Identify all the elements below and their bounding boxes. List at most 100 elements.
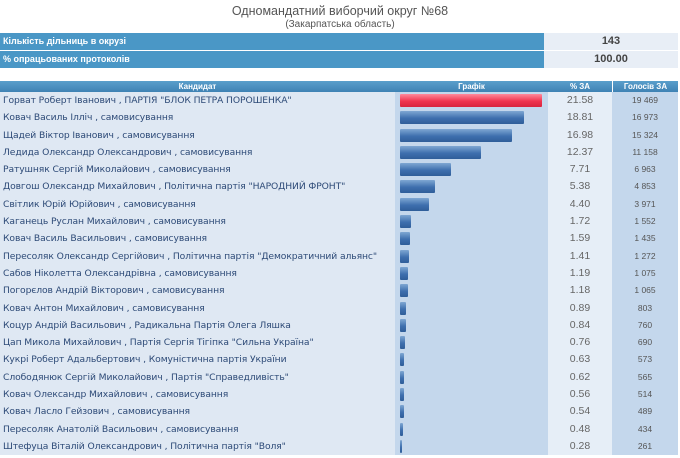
percent-cell: 0.48 [548,420,612,438]
chart-cell [395,230,548,248]
table-row: Кукрі Роберт Адальбертович , Комуністичн… [0,351,678,369]
result-bar [400,405,404,419]
column-header-votes: Голосів ЗА [612,81,678,92]
percent-cell: 0.89 [548,299,612,317]
percent-cell: 0.62 [548,368,612,387]
table-row: Каганець Руслан Михайлович , самовисуван… [0,213,678,231]
table-row: Ковач Василь Васильович , самовисування 1… [0,230,678,248]
candidate-cell: Кукрі Роберт Адальбертович , Комуністичн… [0,351,395,369]
candidate-cell: Горват Роберт Іванович , ПАРТІЯ "БЛОК ПЕ… [0,92,395,110]
table-row: Коцур Андрій Васильович , Радикальна Пар… [0,316,678,335]
result-bar [400,197,429,211]
result-bar [400,318,406,332]
candidate-cell: Довгош Олександр Михайлович , Політична … [0,178,395,196]
result-bar [400,145,481,159]
votes-cell: 1 272 [612,247,678,265]
votes-cell: 573 [612,351,678,369]
table-row: Пересоляк Олександр Сергійович , Політич… [0,247,678,265]
chart-cell [395,126,548,144]
table-header: Кандидат Графік % ЗА Голосів ЗА [0,81,678,92]
percent-cell: 1.41 [548,247,612,265]
candidate-cell: Цап Микола Михайлович , Партія Сергія Ті… [0,334,395,352]
chart-cell [395,161,548,179]
votes-cell: 434 [612,420,678,438]
votes-cell: 1 435 [612,230,678,248]
percent-cell: 0.84 [548,316,612,335]
candidate-cell: Слободянюк Сергій Миколайович , Партія "… [0,368,395,387]
chart-cell [395,351,548,369]
candidate-cell: Штефуца Віталій Олександрович , Політичн… [0,437,395,456]
percent-cell: 4.40 [548,195,612,214]
page-subtitle: (Закарпатська область) [285,19,395,30]
summary-label: % опрацьованих протоколів [0,51,544,68]
result-bar [400,353,404,367]
candidate-cell: Погорєлов Андрій Вікторович , самовисува… [0,282,395,300]
result-bar [400,388,404,402]
result-bar [400,422,403,436]
chart-cell [395,213,548,231]
candidate-cell: Ковач Олександр Михайлович , самовисуван… [0,386,395,404]
chart-cell [395,143,548,162]
result-bar [400,128,512,142]
votes-cell: 4 853 [612,178,678,196]
result-bar [400,180,435,194]
chart-cell [395,368,548,387]
table-row: Ковач Антон Михайлович , самовисування 0.… [0,299,678,317]
votes-cell: 514 [612,386,678,404]
table-row: Пересоляк Анатолій Васильович , самовису… [0,420,678,438]
chart-cell [395,264,548,283]
votes-cell: 565 [612,368,678,387]
table-row: Погорєлов Андрій Вікторович , самовисува… [0,282,678,300]
chart-cell [395,247,548,265]
percent-cell: 1.19 [548,264,612,283]
percent-cell: 1.72 [548,213,612,231]
candidate-cell: Ковач Антон Михайлович , самовисування [0,299,395,317]
candidate-cell: Ковач Василь Васильович , самовисування [0,230,395,248]
result-bar [400,163,451,177]
result-bar [400,370,404,384]
percent-cell: 0.76 [548,334,612,352]
table-row: Ковач Ласло Гейзович , самовисування 0.54… [0,403,678,421]
summary-value: 100.00 [544,51,678,68]
table-row: Ковач Василь Ілліч , самовисування 18.81 1… [0,109,678,127]
chart-cell [395,178,548,196]
votes-cell: 1 075 [612,264,678,283]
table-row: Слободянюк Сергій Миколайович , Партія "… [0,368,678,387]
table-body: Горват Роберт Іванович , ПАРТІЯ "БЛОК ПЕ… [0,92,678,456]
percent-cell: 7.71 [548,161,612,179]
candidate-cell: Ковач Василь Ілліч , самовисування [0,109,395,127]
result-bar [400,439,402,453]
chart-cell [395,420,548,438]
candidate-cell: Пересоляк Анатолій Васильович , самовису… [0,420,395,438]
percent-cell: 1.59 [548,230,612,248]
table-row: Світлик Юрій Юрійович , самовисування 4.4… [0,195,678,214]
chart-cell [395,334,548,352]
table-row: Горват Роберт Іванович , ПАРТІЯ "БЛОК ПЕ… [0,92,678,110]
result-bar [400,301,406,315]
votes-cell: 489 [612,403,678,421]
table-row: Щадей Віктор Іванович , самовисування 16.… [0,126,678,144]
percent-cell: 1.18 [548,282,612,300]
summary-label: Кількість дільниць в окрузі [0,33,544,50]
candidate-cell: Світлик Юрій Юрійович , самовисування [0,195,395,214]
result-bar [400,336,405,350]
chart-cell [395,92,548,110]
percent-cell: 16.98 [548,126,612,144]
summary-row-protocols: % опрацьованих протоколів 100.00 [0,51,678,68]
votes-cell: 1 552 [612,213,678,231]
candidate-cell: Ледида Олександр Олександрович , самовис… [0,143,395,162]
votes-cell: 760 [612,316,678,335]
column-header-candidate: Кандидат [178,82,217,91]
votes-cell: 11 158 [612,143,678,162]
percent-cell: 18.81 [548,109,612,127]
table-row: Ратушняк Сергій Миколайович , самовисува… [0,161,678,179]
column-header-chart: Графік [458,82,485,91]
table-row: Штефуца Віталій Олександрович , Політичн… [0,437,678,456]
votes-cell: 803 [612,299,678,317]
result-bar [400,111,524,125]
table-row: Ковач Олександр Михайлович , самовисуван… [0,386,678,404]
table-row: Цап Микола Михайлович , Партія Сергія Ті… [0,334,678,352]
chart-cell [395,437,548,456]
table-row: Сабов Ніколетта Олександрівна , самовису… [0,264,678,283]
page-title: Одномандатний виборчий округ №68 [231,4,449,18]
